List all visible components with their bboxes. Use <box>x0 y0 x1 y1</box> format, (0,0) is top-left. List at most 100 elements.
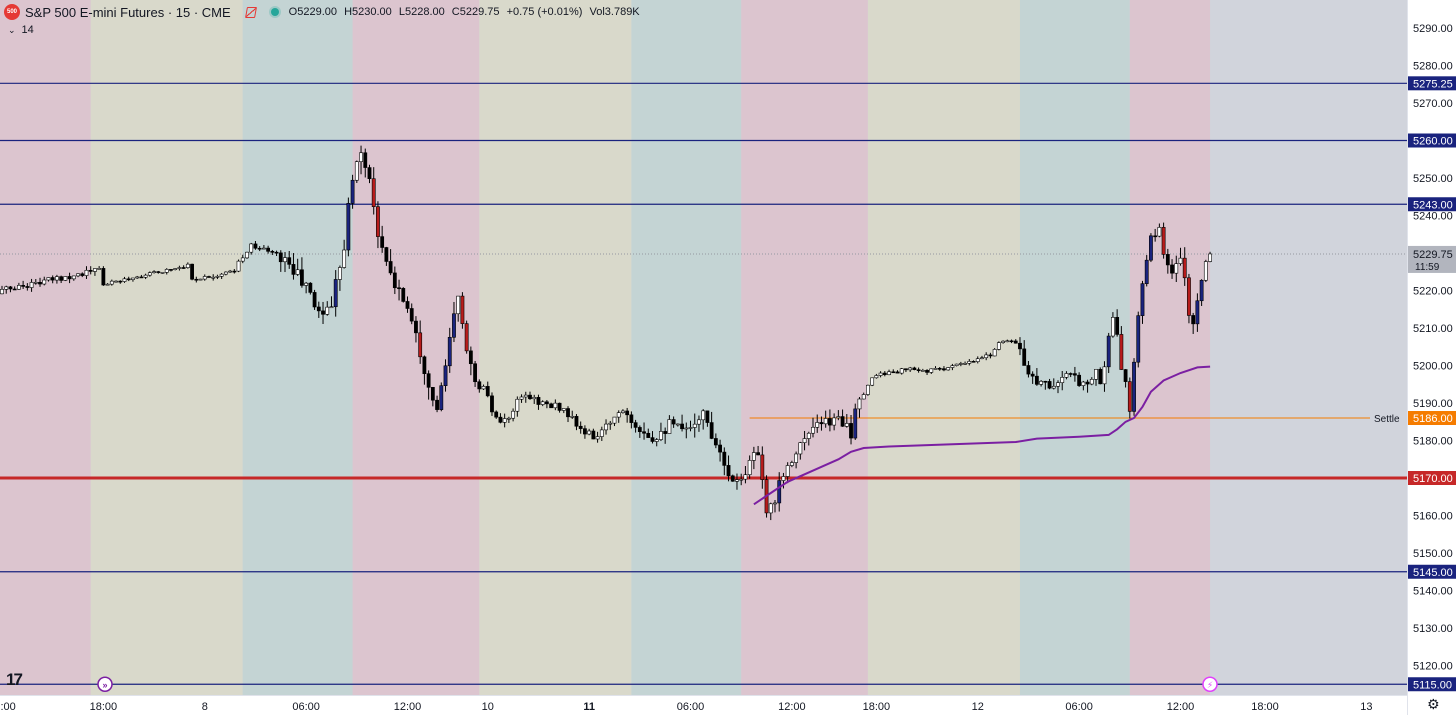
candle-body <box>422 356 427 374</box>
candle-body <box>418 332 423 358</box>
gear-icon[interactable]: ⚙ <box>1427 696 1440 712</box>
candle-body <box>1106 335 1111 368</box>
candle-body <box>240 257 245 262</box>
candle-body <box>88 269 93 272</box>
candle-body <box>502 418 507 423</box>
candle-body <box>912 367 917 370</box>
candle-body <box>1064 373 1069 378</box>
y-tick-label: 5250.00 <box>1413 173 1453 185</box>
x-tick-label: 06:00 <box>292 701 320 713</box>
candle-body <box>887 371 891 376</box>
candle-body <box>680 423 684 430</box>
chart-markers: » ⚡ <box>97 676 1218 692</box>
candle-body <box>1165 254 1170 266</box>
candle-body <box>152 271 156 274</box>
candle-body <box>992 349 997 357</box>
candle-body <box>173 268 178 270</box>
price-levels: Settle <box>0 82 1407 685</box>
candle-body <box>376 206 380 237</box>
candle-body <box>380 236 385 248</box>
vwap-line <box>753 365 1211 506</box>
candle-body <box>701 410 706 421</box>
candle-body <box>329 306 334 309</box>
close-label: C <box>451 6 460 18</box>
candle-body <box>270 251 275 253</box>
time-axis[interactable]: 12:00 18:00 8 06:00 12:00 10 11 06:00 12:00 18:00… <box>0 695 1407 715</box>
candle-body <box>781 476 786 481</box>
candle-body <box>38 281 42 285</box>
candle-body <box>684 427 689 430</box>
y-tick-label: 5210.00 <box>1413 323 1453 335</box>
candle-body <box>836 416 841 419</box>
candle-body <box>477 381 482 390</box>
candle-body <box>325 306 330 315</box>
candle-body <box>392 272 397 289</box>
candle-body <box>823 418 828 425</box>
level-price-label: 5115.00 <box>1413 679 1452 691</box>
candle-body <box>207 276 211 278</box>
market-status-icon[interactable] <box>270 8 279 16</box>
candle-body <box>1034 375 1039 385</box>
high-value: 5230.00 <box>352 6 392 18</box>
candle-body <box>544 401 549 405</box>
candle-body <box>1072 373 1077 376</box>
level-price-tag <box>1408 197 1456 212</box>
candle-body <box>135 276 140 279</box>
candle-body <box>118 280 123 283</box>
session-band-4 <box>479 0 632 695</box>
candle-body <box>105 283 110 286</box>
candle-body <box>1144 259 1149 284</box>
candle-body <box>1005 340 1010 343</box>
candle-body <box>1009 340 1014 343</box>
tradingview-logo-icon[interactable]: 17 <box>6 670 23 689</box>
candle-body <box>663 431 668 434</box>
candle-body <box>169 269 173 271</box>
alert-marker-glyph: ⚡ <box>1207 680 1213 690</box>
flag-icon[interactable] <box>245 6 257 18</box>
candle-body <box>245 251 249 259</box>
candle-body <box>80 273 85 276</box>
candle-body <box>891 371 896 374</box>
session-band-2 <box>242 0 353 695</box>
price-axis[interactable]: 5120.00 5130.00 5140.00 5150.00 5160.00 5180.… <box>1407 0 1456 715</box>
candle-body <box>967 361 972 364</box>
alert-marker-icon <box>1202 676 1218 692</box>
candle-body <box>236 260 241 272</box>
chevron-down-icon[interactable]: ⌄ <box>8 24 16 35</box>
candle-body <box>536 397 541 405</box>
candle-body <box>730 475 735 482</box>
candle-body <box>308 282 313 293</box>
candle-body <box>773 502 777 505</box>
candle-body <box>333 279 338 308</box>
candle-body <box>671 419 676 425</box>
candle-body <box>659 431 663 440</box>
time-axis-bg <box>0 695 1407 715</box>
symbol-logo-icon: 500 <box>4 4 20 20</box>
candle-body <box>675 423 680 426</box>
indicators-toggle[interactable]: ⌄ 14 <box>8 24 34 36</box>
candle-body <box>751 452 756 461</box>
candle-body <box>794 453 799 463</box>
candle-body <box>557 402 562 411</box>
candle-body <box>616 412 621 418</box>
session-band-9 <box>1129 0 1211 695</box>
candle-body <box>933 368 938 370</box>
symbol-title[interactable]: S&P 500 E-mini Futures · 15 · CME <box>25 4 231 20</box>
candle-body <box>21 285 26 287</box>
candle-body <box>578 425 583 429</box>
candle-body <box>359 152 363 162</box>
candle-body <box>384 247 389 262</box>
candle-body <box>266 247 271 252</box>
candle-body <box>1153 235 1158 238</box>
candle-body <box>861 394 866 400</box>
candle-body <box>591 430 596 440</box>
candle-body <box>29 282 34 288</box>
y-tick-label: 5130.00 <box>1413 623 1453 635</box>
candle-body <box>291 264 296 275</box>
candle-body <box>882 372 887 376</box>
candle-body <box>747 460 752 476</box>
candle-body <box>815 422 820 428</box>
candle-body <box>942 368 946 371</box>
